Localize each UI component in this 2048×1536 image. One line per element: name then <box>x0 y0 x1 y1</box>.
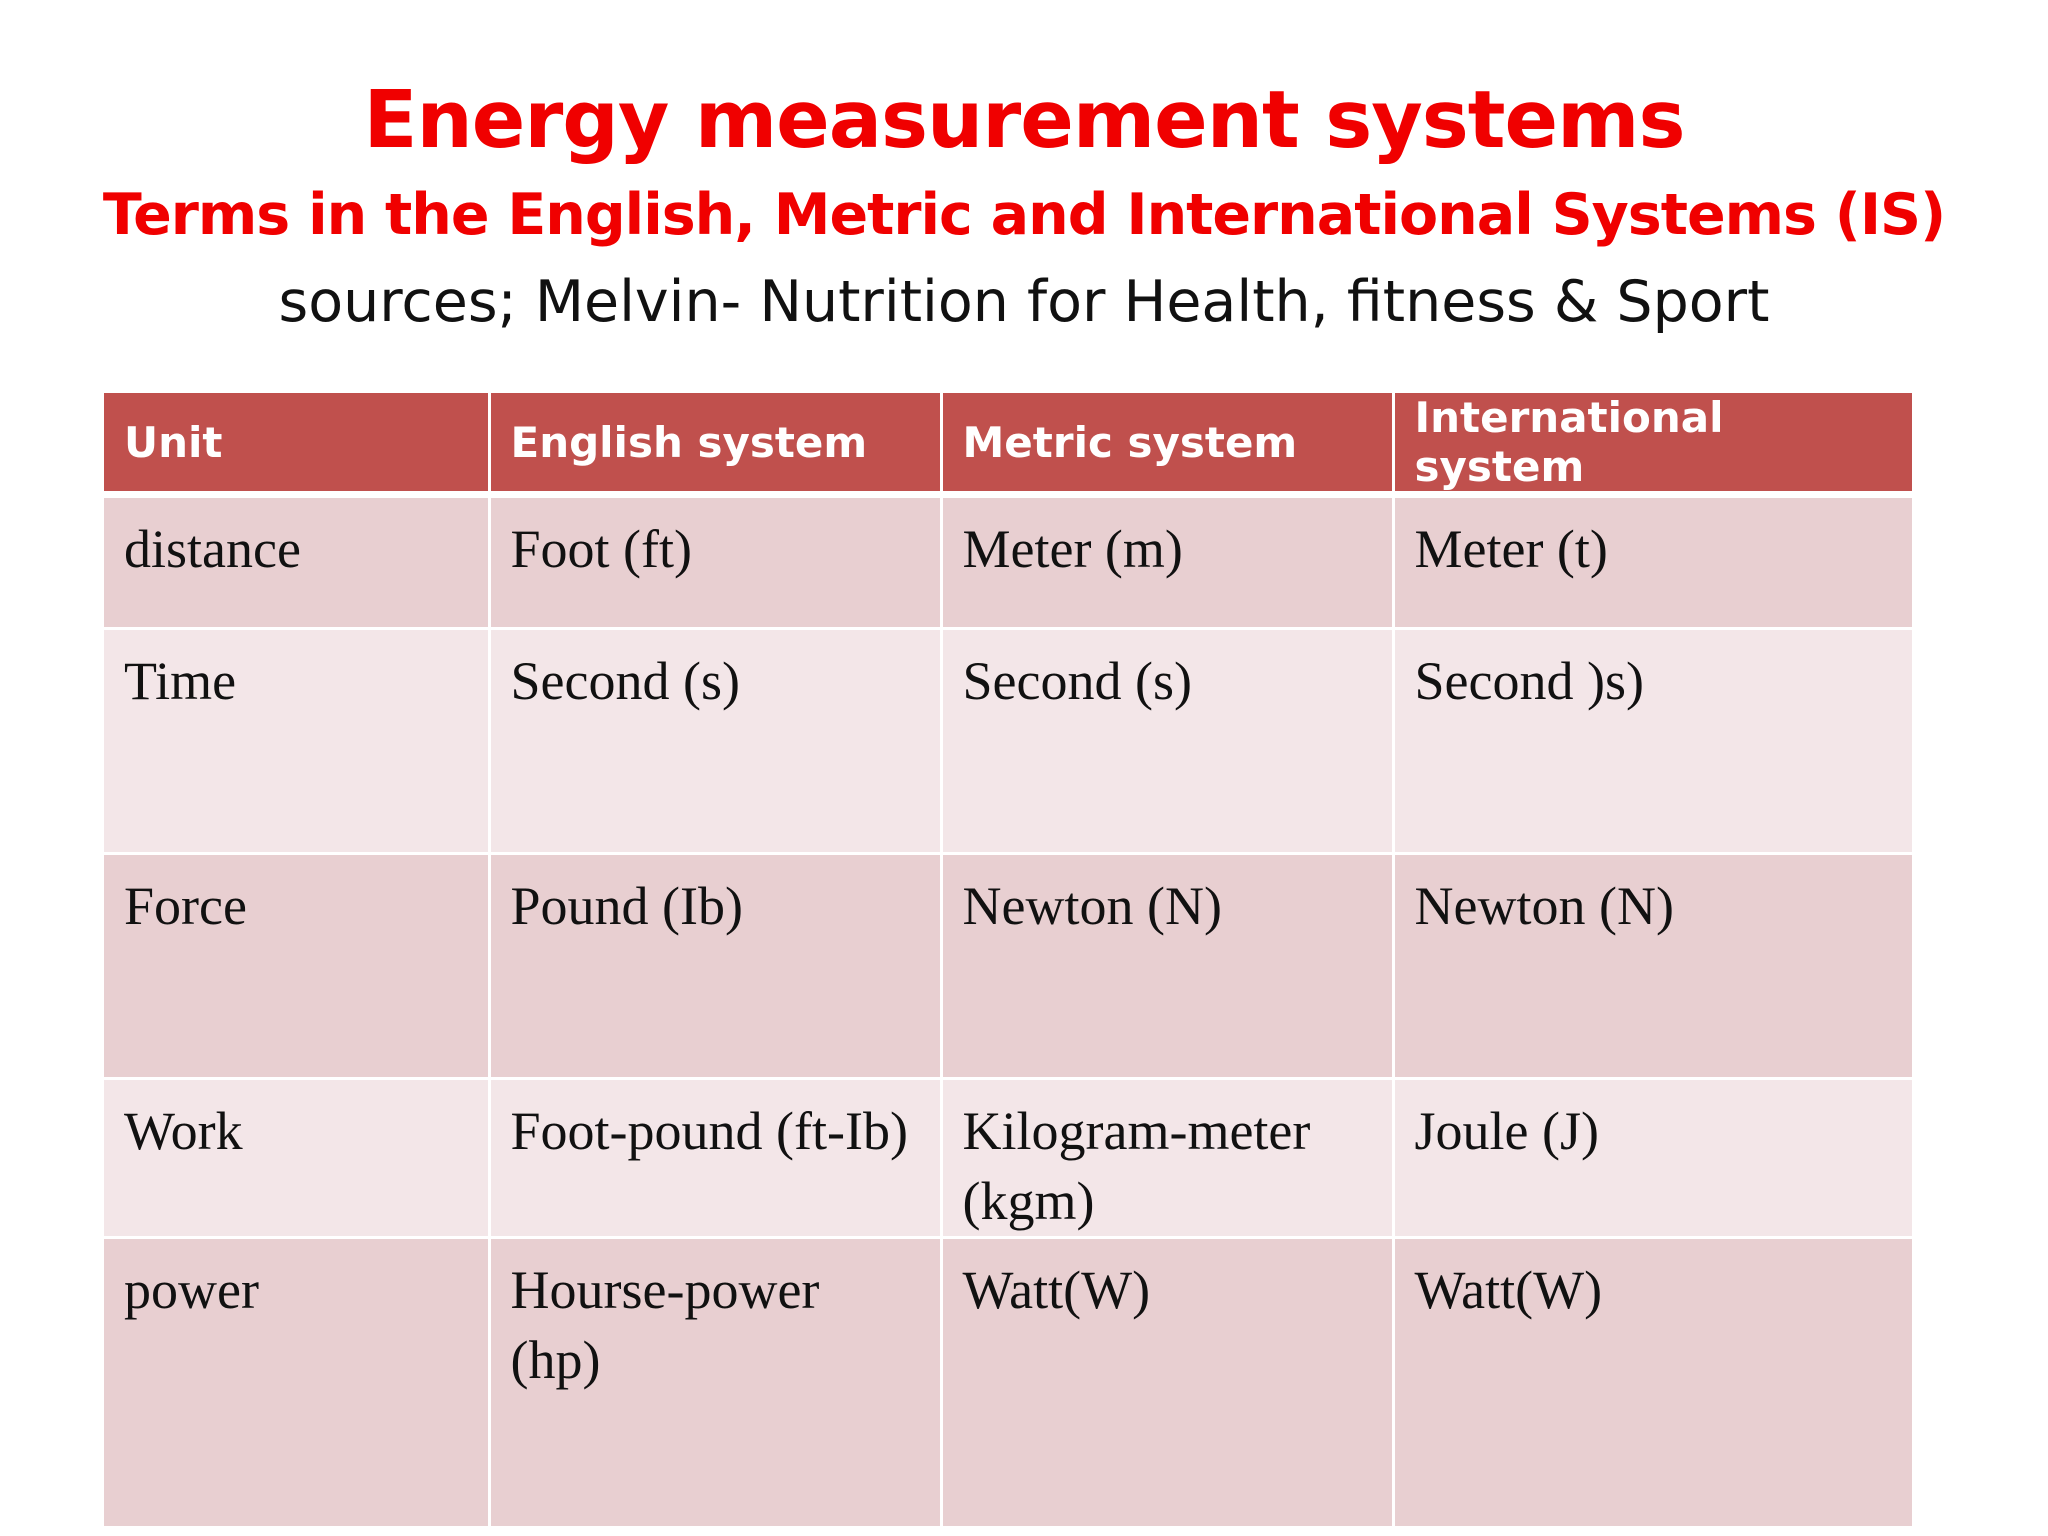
cell-english: Foot-pound (ft-Ib) <box>489 1078 943 1239</box>
cell-unit: distance <box>104 494 491 630</box>
slide-title: Energy measurement systems <box>363 74 1686 166</box>
cell-english: Hourse-power (hp) <box>489 1237 943 1529</box>
table-row: power Hourse-power (hp) Watt(W) Watt(W) <box>104 1237 1912 1529</box>
table-row: distance Foot (ft) Meter (m) Meter (t) <box>104 494 1912 630</box>
units-table: Unit English system Metric system Intern… <box>104 393 1912 1529</box>
cell-unit: Time <box>104 628 491 855</box>
cell-metric: Second (s) <box>941 628 1395 855</box>
header-english-system: English system <box>489 393 943 498</box>
cell-unit: Force <box>104 853 491 1080</box>
header-international-system: International system <box>1393 393 1912 498</box>
cell-metric: Watt(W) <box>941 1237 1395 1529</box>
cell-english: Foot (ft) <box>489 494 943 630</box>
cell-unit: Work <box>104 1078 491 1239</box>
cell-international: Watt(W) <box>1393 1237 1912 1529</box>
source-citation: sources; Melvin- Nutrition for Health, f… <box>278 269 1770 335</box>
table-row: Force Pound (Ib) Newton (N) Newton (N) <box>104 853 1912 1080</box>
table-row: Time Second (s) Second (s) Second )s) <box>104 628 1912 855</box>
table-header-row: Unit English system Metric system Intern… <box>104 393 1912 498</box>
cell-metric: Newton (N) <box>941 853 1395 1080</box>
cell-english: Second (s) <box>489 628 943 855</box>
cell-metric: Kilogram-meter (kgm) <box>941 1078 1395 1239</box>
cell-international: Joule (J) <box>1393 1078 1912 1239</box>
header-metric-system: Metric system <box>941 393 1395 498</box>
table-row: Work Foot-pound (ft-Ib) Kilogram-meter (… <box>104 1078 1912 1239</box>
slide-subtitle: Terms in the English, Metric and Interna… <box>102 182 1946 248</box>
cell-international: Second )s) <box>1393 628 1912 855</box>
cell-international: Newton (N) <box>1393 853 1912 1080</box>
header-unit: Unit <box>104 393 491 498</box>
cell-metric: Meter (m) <box>941 494 1395 630</box>
cell-english: Pound (Ib) <box>489 853 943 1080</box>
title-block: Energy measurement systems Terms in the … <box>0 70 2048 344</box>
cell-international: Meter (t) <box>1393 494 1912 630</box>
cell-unit: power <box>104 1237 491 1529</box>
